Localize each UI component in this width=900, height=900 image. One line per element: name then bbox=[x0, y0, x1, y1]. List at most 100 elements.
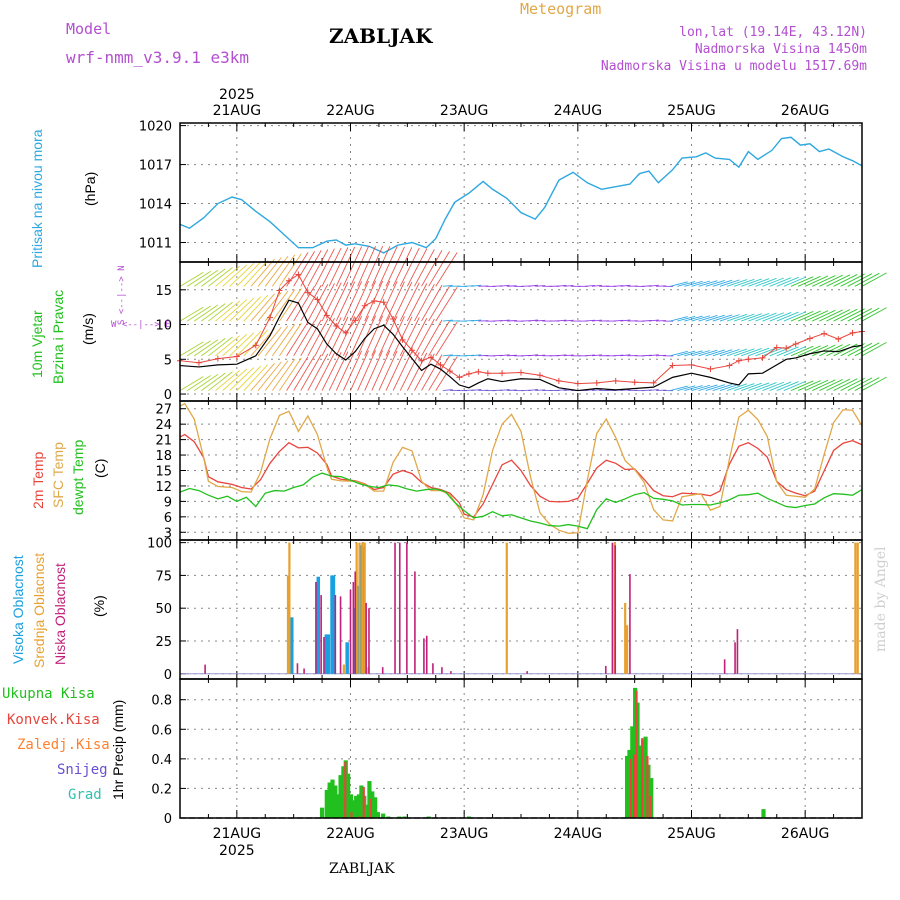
wind-barb-2-1410 bbox=[847, 308, 873, 322]
panel-frame-pressure bbox=[179, 122, 863, 263]
wind-barb-2-210 bbox=[279, 288, 302, 322]
wind-gust-marker-8 bbox=[295, 271, 302, 278]
cloud-bar-2-2 bbox=[303, 668, 305, 674]
wind-barb-0-285 bbox=[314, 352, 335, 391]
high-cloud-label: Visoka Oblacnost bbox=[10, 555, 26, 664]
wind-barb-1-510 bbox=[421, 319, 443, 357]
wind-barb-1-405 bbox=[371, 315, 391, 357]
wind-barb-3-1395 bbox=[840, 273, 865, 287]
ytick-label-precip-1: 0.2 bbox=[151, 782, 172, 797]
wind-barb-1-915 bbox=[613, 354, 624, 357]
wind-barb-3-1140 bbox=[719, 279, 740, 287]
wind-barb-0-300 bbox=[321, 352, 342, 391]
date-label-bottom-2: 23AUG bbox=[440, 826, 489, 842]
wind-barb-2-1425 bbox=[854, 307, 880, 322]
cloud-bar-2-11 bbox=[365, 602, 367, 674]
wind-barb-0-375 bbox=[357, 350, 376, 391]
wind-barb-0-1095 bbox=[698, 384, 718, 392]
wind-barb-3-735 bbox=[528, 284, 539, 287]
wind-barb-0-1215 bbox=[755, 382, 777, 391]
wind-barb-1-105 bbox=[229, 332, 255, 357]
wind-barb-1-690 bbox=[506, 354, 517, 357]
ytick-label-wind-0: 0 bbox=[164, 388, 172, 403]
wind-barb-3-1170 bbox=[733, 278, 755, 287]
wind-barb-3-465 bbox=[399, 247, 420, 287]
wind-barb-0-1155 bbox=[726, 383, 748, 392]
wind-barb-0-390 bbox=[364, 350, 384, 391]
wind-barb-2-1095 bbox=[698, 315, 718, 322]
wind-barb-0-1410 bbox=[847, 377, 873, 391]
footer-station: ZABLJAK bbox=[329, 861, 395, 877]
wind-gust-marker-49 bbox=[821, 330, 828, 337]
wind-barb-2-1275 bbox=[783, 311, 807, 322]
cloud-bar-2-9 bbox=[352, 581, 355, 674]
wind-barb-0-930 bbox=[620, 389, 631, 392]
wind-barb-1-1125 bbox=[712, 349, 733, 357]
cloud-bar-1-10 bbox=[624, 602, 627, 674]
wind-gust-marker-46 bbox=[783, 345, 790, 352]
wind-gust-marker-17 bbox=[380, 299, 387, 306]
wind-barb-3-1125 bbox=[712, 279, 733, 287]
wind-barb-3-15 bbox=[186, 270, 211, 287]
cloud-bar-2-19 bbox=[425, 635, 428, 674]
wind-barb-2-405 bbox=[371, 280, 391, 322]
wind-barb-3-495 bbox=[414, 249, 435, 287]
sfc-temp-label: SFC Temp bbox=[50, 442, 66, 508]
cloud-bar-2-12 bbox=[368, 608, 370, 674]
wind-barb-0-1125 bbox=[712, 383, 733, 392]
cloud-bar-0-4 bbox=[326, 634, 330, 674]
wind-barb-0-795 bbox=[556, 389, 567, 392]
cloud-bar-2-21 bbox=[441, 667, 443, 674]
cloud-bar-1-1 bbox=[288, 542, 291, 674]
wind-barb-2-810 bbox=[563, 319, 574, 322]
ytick-label-wind-1: 5 bbox=[164, 353, 172, 368]
wind-barb-3-1080 bbox=[691, 280, 711, 287]
wind-barb-0-180 bbox=[264, 360, 289, 391]
precip-bar-0-14 bbox=[359, 785, 364, 818]
wind-barb-3-1335 bbox=[812, 275, 836, 287]
wind-barb-2-510 bbox=[421, 284, 443, 322]
wind-barb-0-255 bbox=[300, 354, 322, 391]
wind-barb-3-1305 bbox=[797, 275, 821, 287]
wind-barb-2-180 bbox=[264, 290, 289, 322]
wind-gust-marker-41 bbox=[726, 362, 733, 369]
wind-barb-1-855 bbox=[584, 354, 595, 357]
wind-gust-marker-4 bbox=[252, 342, 259, 349]
wind-barb-0-360 bbox=[350, 350, 369, 391]
wind-gust-marker-27 bbox=[475, 368, 482, 375]
precip-bar-0-17 bbox=[367, 781, 372, 818]
wind-barb-1-75 bbox=[215, 335, 240, 357]
wind-barb-0-1260 bbox=[776, 381, 799, 391]
wind-barb-2-135 bbox=[243, 294, 269, 322]
wind-barb-1-1425 bbox=[854, 342, 880, 357]
wind-barb-3-255 bbox=[300, 250, 322, 287]
wind-barb-0-855 bbox=[584, 389, 595, 392]
cloud-bar-2-30 bbox=[736, 629, 739, 674]
wind-barb-1-1185 bbox=[741, 348, 762, 357]
cloud-bar-2-10 bbox=[354, 571, 357, 674]
wind-barb-2-555 bbox=[442, 319, 453, 322]
wind-barb-3-135 bbox=[243, 260, 269, 287]
precip-bar-0-10 bbox=[348, 794, 354, 818]
wind-barb-3-1350 bbox=[819, 274, 843, 287]
wind-barb-0-1320 bbox=[804, 379, 829, 391]
date-label-bottom-0: 21AUG bbox=[213, 826, 262, 842]
wind-gust-marker-48 bbox=[806, 335, 813, 342]
cloud-bar-0-1 bbox=[290, 617, 294, 674]
cloud-bar-0-10 bbox=[359, 545, 363, 674]
wind-gust-marker-32 bbox=[555, 377, 562, 384]
wind-barb-2-150 bbox=[250, 293, 275, 322]
wind-barb-2-480 bbox=[406, 283, 428, 322]
wind-gust-marker-40 bbox=[707, 366, 714, 373]
ytick-label-pressure-1: 1014 bbox=[139, 198, 172, 213]
wind-gust-marker-42 bbox=[735, 357, 742, 364]
cloud-bar-0-2 bbox=[316, 576, 321, 674]
ytick-label-cloud-1: 25 bbox=[155, 635, 172, 650]
wind-gust-marker-19 bbox=[399, 336, 406, 343]
cloud-bar-0-6 bbox=[331, 575, 336, 674]
wind-barb-3-1065 bbox=[684, 280, 703, 287]
wind-barb-1-225 bbox=[286, 321, 309, 357]
temp2m-label: 2m Temp bbox=[30, 451, 46, 509]
wind-barb-3-690 bbox=[506, 285, 517, 287]
ytick-label-temperature-6: 21 bbox=[155, 434, 172, 449]
